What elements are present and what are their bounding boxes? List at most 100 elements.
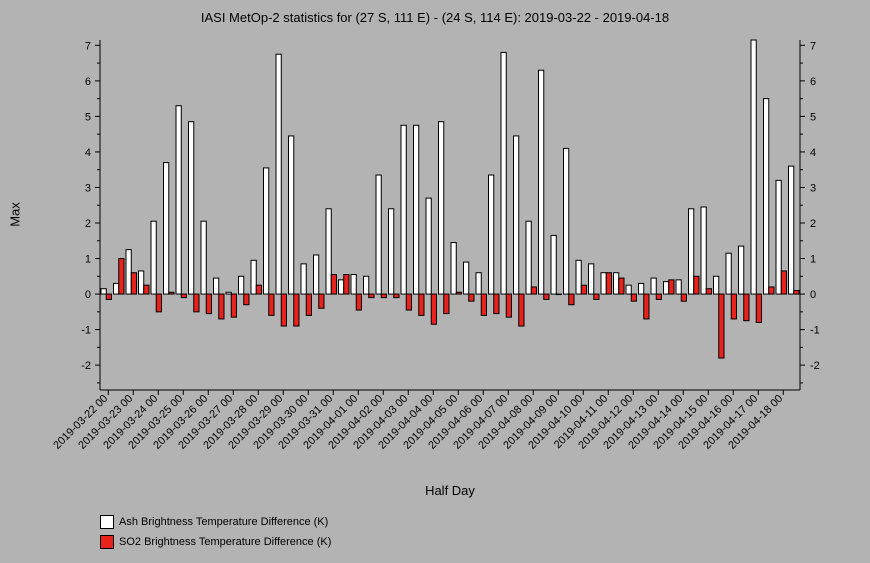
bar — [413, 124, 420, 295]
bar — [588, 263, 595, 295]
bar — [218, 293, 225, 320]
y-tick-label-right: 7 — [810, 40, 816, 52]
bar — [563, 147, 570, 295]
bar — [718, 293, 725, 359]
legend-swatch-ash — [100, 515, 114, 529]
bar — [630, 293, 637, 302]
bar — [463, 261, 470, 295]
bar — [225, 291, 232, 295]
bar — [600, 272, 607, 295]
bar — [130, 272, 137, 295]
bar — [168, 291, 175, 295]
legend-swatch-so2 — [100, 535, 114, 549]
bar — [488, 174, 495, 295]
bar — [688, 208, 695, 295]
bar — [430, 293, 437, 325]
bar — [280, 293, 287, 327]
y-tick-label-left: 5 — [85, 111, 91, 123]
bar — [163, 162, 170, 295]
bar — [380, 293, 387, 299]
bar — [643, 293, 650, 320]
bar — [393, 293, 400, 299]
bar — [368, 293, 375, 299]
y-tick-label-right: 6 — [810, 76, 816, 88]
bar — [693, 275, 700, 295]
y-tick-label-left: 2 — [85, 218, 91, 230]
y-tick-label-left: 6 — [85, 76, 91, 88]
bar — [313, 254, 320, 295]
bar — [768, 286, 775, 295]
bar — [518, 293, 525, 327]
bar — [243, 293, 250, 306]
legend-item-so2: SO2 Brightness Temperature Difference (K… — [100, 532, 331, 552]
bar — [605, 272, 612, 295]
bar — [700, 206, 707, 295]
bar — [155, 293, 162, 313]
bar — [550, 234, 557, 295]
bar — [318, 293, 325, 309]
bar — [175, 105, 182, 295]
bar — [438, 121, 445, 295]
bar — [580, 284, 587, 295]
bar — [263, 167, 270, 295]
bar — [775, 179, 782, 295]
bar — [613, 272, 620, 295]
y-tick-label-left: -2 — [81, 360, 91, 372]
y-tick-label-left: 3 — [85, 182, 91, 194]
bar — [363, 275, 370, 295]
y-tick-label-left: 4 — [85, 147, 91, 159]
bar — [455, 291, 462, 295]
bar — [300, 263, 307, 295]
bar — [788, 165, 795, 295]
bar — [618, 277, 625, 295]
y-tick-label-left: 0 — [85, 289, 91, 301]
x-axis-label: Half Day — [425, 483, 475, 498]
bar — [480, 293, 487, 316]
bar — [325, 208, 332, 295]
bar — [505, 293, 512, 318]
bar — [475, 272, 482, 295]
bar — [255, 284, 262, 295]
bar — [288, 135, 295, 295]
bar — [675, 279, 682, 295]
bar — [105, 293, 112, 300]
chart-title: IASI MetOp-2 statistics for (27 S, 111 E… — [200, 10, 670, 25]
bar — [275, 53, 282, 295]
bar — [293, 293, 300, 327]
y-tick-label-left: 7 — [85, 40, 91, 52]
bar — [375, 174, 382, 295]
bar — [668, 279, 675, 295]
bar — [450, 242, 457, 295]
bar — [143, 284, 150, 295]
y-tick-label-right: 5 — [810, 111, 816, 123]
y-tick-label-left: 1 — [85, 254, 91, 266]
bar — [680, 293, 687, 302]
bar — [538, 69, 545, 295]
bar — [513, 135, 520, 295]
bar — [493, 293, 500, 315]
bar — [188, 121, 195, 295]
bar — [725, 252, 732, 295]
bar — [638, 282, 645, 295]
bar — [230, 293, 237, 318]
bar — [213, 277, 220, 295]
bar — [568, 293, 575, 306]
bar — [238, 275, 245, 295]
bar — [468, 293, 475, 302]
bar — [425, 197, 432, 295]
bar — [400, 124, 407, 295]
bar — [405, 293, 412, 311]
bar — [250, 259, 257, 295]
bar — [750, 39, 757, 295]
bar — [355, 293, 362, 311]
bar — [793, 290, 800, 295]
y-tick-label-right: 0 — [810, 289, 816, 301]
bar — [500, 51, 507, 295]
bar — [388, 208, 395, 295]
bar — [100, 288, 107, 295]
bar — [743, 293, 750, 322]
bar — [330, 274, 337, 295]
bar — [543, 293, 550, 300]
bar — [738, 245, 745, 295]
